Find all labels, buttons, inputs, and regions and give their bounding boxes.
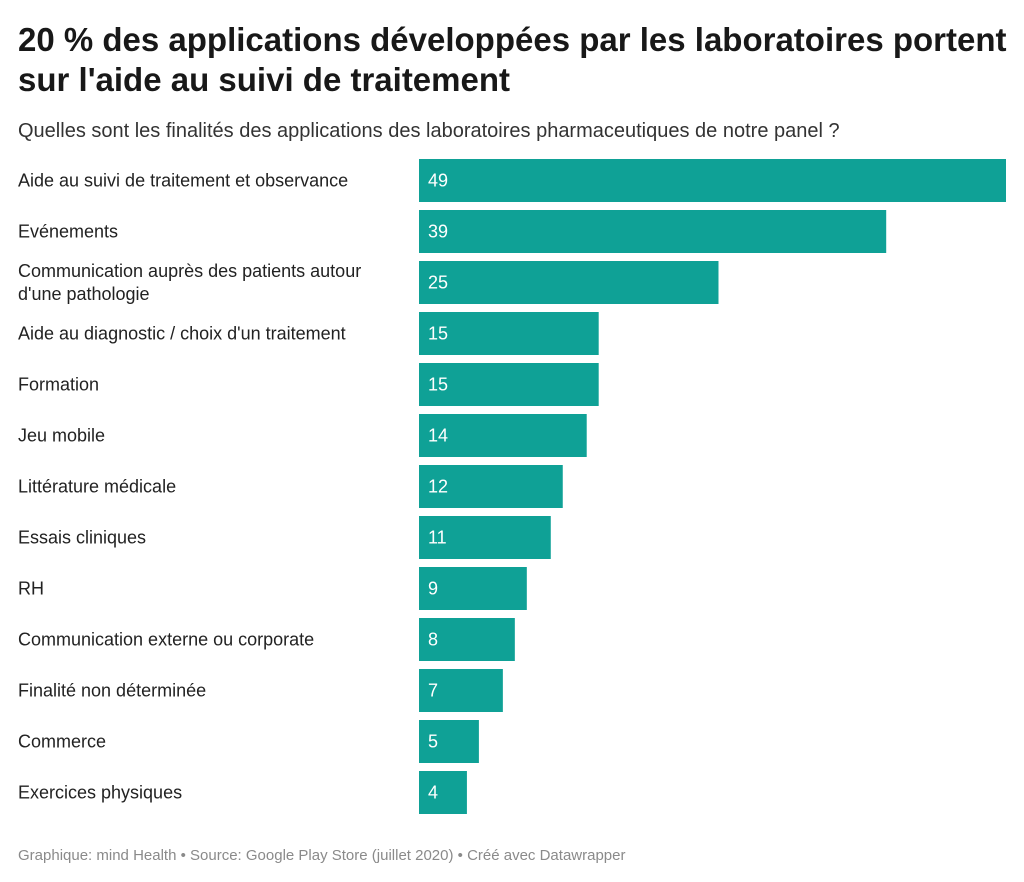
bar bbox=[419, 465, 563, 508]
bar bbox=[419, 210, 887, 253]
category-label: Communication auprès des patients autour… bbox=[18, 261, 361, 304]
bar-value-label: 15 bbox=[428, 375, 448, 395]
category-label: Essais cliniques bbox=[18, 528, 146, 548]
bar bbox=[419, 669, 503, 712]
category-label: RH bbox=[18, 579, 44, 599]
category-label: Communication externe ou corporate bbox=[18, 630, 314, 650]
category-label: Formation bbox=[18, 375, 99, 395]
bar-value-label: 9 bbox=[428, 579, 438, 599]
bar bbox=[419, 312, 599, 355]
category-label: Exercices physiques bbox=[18, 783, 182, 803]
category-label: Evénements bbox=[18, 222, 118, 242]
bar-value-label: 7 bbox=[428, 681, 438, 701]
category-label: Aide au diagnostic / choix d'un traiteme… bbox=[18, 324, 346, 344]
bar bbox=[419, 771, 467, 814]
category-label: Littérature médicale bbox=[18, 477, 176, 497]
bar-value-label: 49 bbox=[428, 171, 448, 191]
bar-value-label: 8 bbox=[428, 630, 438, 650]
bar-value-label: 25 bbox=[428, 273, 448, 293]
category-label: Aide au suivi de traitement et observanc… bbox=[18, 171, 348, 191]
bar-value-label: 11 bbox=[428, 528, 447, 548]
bar-value-label: 12 bbox=[428, 477, 448, 497]
bar-value-label: 4 bbox=[428, 783, 438, 803]
bar-value-label: 15 bbox=[428, 324, 448, 344]
chart-subtitle: Quelles sont les finalités des applicati… bbox=[18, 120, 840, 142]
bar bbox=[419, 720, 479, 763]
bar bbox=[419, 363, 599, 406]
chart-title: 20 % des applications développées par le… bbox=[18, 21, 1007, 98]
bar-value-label: 39 bbox=[428, 222, 448, 242]
chart-footer-credits: Graphique: mind Health • Source: Google … bbox=[18, 847, 626, 864]
bar bbox=[419, 261, 719, 304]
category-label: Commerce bbox=[18, 732, 106, 752]
category-label: Jeu mobile bbox=[18, 426, 105, 446]
bar-value-label: 5 bbox=[428, 732, 438, 752]
bar bbox=[419, 567, 527, 610]
category-label: Finalité non déterminée bbox=[18, 681, 206, 701]
bar bbox=[419, 159, 1006, 202]
bar-chart: Aide au suivi de traitement et observanc… bbox=[18, 159, 1006, 814]
bar bbox=[419, 516, 551, 559]
bar-value-label: 14 bbox=[428, 426, 448, 446]
bar bbox=[419, 414, 587, 457]
bar bbox=[419, 618, 515, 661]
